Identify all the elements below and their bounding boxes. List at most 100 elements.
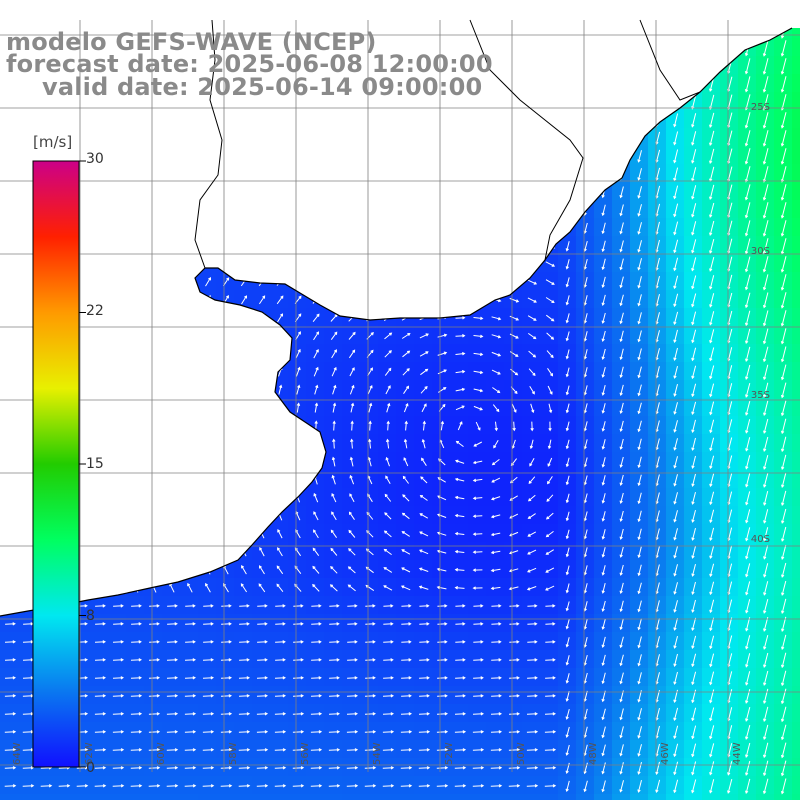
wind-arrow (709, 130, 715, 147)
wind-arrow (527, 622, 538, 626)
wind-speed-cell (180, 596, 199, 615)
wind-speed-cell (144, 776, 163, 795)
wind-arrow (565, 726, 570, 738)
wind-speed-cell (630, 182, 649, 201)
wind-speed-cell (144, 344, 163, 363)
wind-arrow (7, 222, 13, 233)
wind-arrow (329, 242, 339, 250)
wind-arrow (60, 151, 68, 161)
wind-arrow (239, 152, 249, 160)
wind-speed-cell (612, 686, 631, 705)
wind-arrow (745, 527, 751, 542)
wind-speed-cell (126, 560, 145, 579)
wind-arrow (293, 206, 303, 214)
wind-arrow (383, 45, 394, 50)
wind-speed-cell (522, 56, 541, 75)
wind-arrow (691, 527, 696, 541)
wind-speed-cell (756, 758, 775, 777)
wind-arrow (401, 171, 412, 176)
wind-arrow (527, 226, 538, 231)
wind-arrow (185, 622, 196, 626)
wind-arrow (80, 330, 85, 341)
wind-speed-cell (720, 146, 739, 165)
wind-arrow (490, 784, 503, 788)
wind-arrow (275, 117, 286, 123)
wind-arrow (112, 784, 125, 788)
wind-speed-cell (630, 776, 649, 795)
wind-arrow (508, 568, 519, 573)
wind-speed-cell (522, 182, 541, 201)
wind-arrow (328, 712, 340, 716)
wind-arrow (275, 170, 285, 178)
wind-arrow (727, 778, 733, 794)
wind-arrow (565, 673, 570, 684)
wind-arrow (347, 207, 358, 213)
wind-speed-cell (630, 74, 649, 93)
wind-arrow (601, 690, 606, 703)
wind-arrow (220, 676, 232, 680)
wind-arrow (401, 604, 412, 608)
wind-arrow (637, 456, 642, 469)
wind-speed-cell (702, 704, 721, 723)
wind-speed-cell (252, 290, 271, 309)
wind-speed-cell (252, 218, 271, 237)
wind-speed-cell (342, 650, 361, 669)
wind-arrow (691, 131, 697, 146)
wind-speed-cell (558, 686, 577, 705)
wind-arrow (763, 616, 769, 632)
wind-arrow (691, 347, 697, 362)
wind-arrow (709, 329, 715, 344)
wind-speed-cell (162, 776, 181, 795)
wind-speed-cell (522, 128, 541, 147)
wind-speed-cell (612, 614, 631, 633)
wind-arrow (256, 748, 269, 752)
wind-arrow (8, 348, 13, 359)
wind-arrow (169, 528, 174, 539)
wind-arrow (350, 402, 355, 413)
wind-speed-cell (144, 272, 163, 291)
wind-speed-cell (756, 326, 775, 345)
wind-speed-cell (126, 290, 145, 309)
wind-speed-cell (414, 344, 433, 363)
wind-speed-cell (180, 650, 199, 669)
wind-speed-cell (72, 128, 91, 147)
wind-speed-cell (684, 290, 703, 309)
wind-arrow (744, 58, 751, 75)
wind-speed-cell (756, 380, 775, 399)
wind-arrow (637, 276, 642, 289)
wind-arrow (329, 676, 340, 680)
wind-speed-cell (594, 722, 613, 741)
wind-speed-cell (774, 452, 793, 471)
wind-arrow (780, 346, 787, 363)
wind-arrow (565, 601, 570, 612)
wind-arrow (383, 640, 394, 644)
wind-speed-cell (252, 794, 271, 800)
wind-arrow (114, 169, 122, 179)
wind-arrow (419, 676, 430, 680)
wind-speed-cell (432, 398, 451, 417)
wind-speed-cell (756, 704, 775, 723)
wind-speed-cell (162, 182, 181, 201)
wind-speed-cell (216, 254, 235, 273)
wind-speed-cell (630, 596, 649, 615)
wind-speed-cell (306, 380, 325, 399)
wind-speed-cell (144, 200, 163, 219)
wind-arrow (422, 420, 426, 431)
wind-arrow (473, 190, 484, 194)
wind-arrow (80, 402, 84, 413)
wind-arrow (115, 474, 120, 485)
wind-arrow (257, 604, 268, 608)
wind-speed-cell (90, 344, 109, 363)
wind-arrow (436, 531, 447, 536)
wind-arrow (241, 456, 246, 467)
wind-speed-cell (774, 524, 793, 543)
wind-speed-cell (198, 632, 217, 651)
wind-speed-cell (792, 92, 800, 111)
wind-speed-cell (18, 758, 37, 777)
wind-arrow (7, 492, 12, 503)
wind-arrow (347, 189, 358, 195)
wind-arrow (455, 226, 466, 230)
wind-speed-cell (792, 452, 800, 471)
wind-speed-cell (648, 650, 667, 669)
wind-arrow (473, 676, 484, 680)
